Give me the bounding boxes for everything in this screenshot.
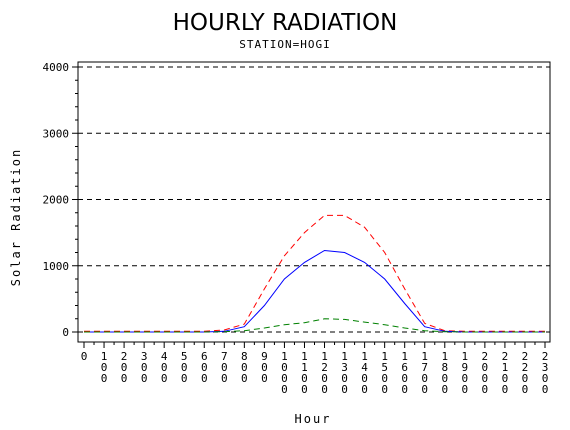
x-tick-label: 0 xyxy=(81,350,88,363)
chart-title: HOURLY RADIATION xyxy=(173,10,398,36)
y-tick-label: 0 xyxy=(62,326,69,339)
y-axis-label: Solar Radiation xyxy=(9,148,23,286)
y-tick-label: 2000 xyxy=(43,194,70,207)
y-tick-label: 4000 xyxy=(43,61,70,74)
y-tick-label: 3000 xyxy=(43,127,70,140)
y-axis: 0 1000 2000 3000 4000 xyxy=(43,61,78,339)
grid-lines xyxy=(78,66,550,333)
series-line-1 xyxy=(84,214,545,332)
series-layer xyxy=(84,214,545,333)
chart-subtitle: STATION=HOGI xyxy=(239,38,330,51)
plot-frame xyxy=(77,61,551,343)
y-tick-label: 1000 xyxy=(43,260,70,273)
series-line-2 xyxy=(84,249,545,333)
x-axis-label: Hour xyxy=(295,412,332,426)
x-axis: 0 1 0 0 2 0 0 3 0 0 4 0 0 5 0 0 6 0 0 7 0 0 8 0 0 9 0 0 1 0 0 0 1 1 0 0 1 2 0 0… xyxy=(81,342,549,396)
series-line-3 xyxy=(84,318,545,333)
